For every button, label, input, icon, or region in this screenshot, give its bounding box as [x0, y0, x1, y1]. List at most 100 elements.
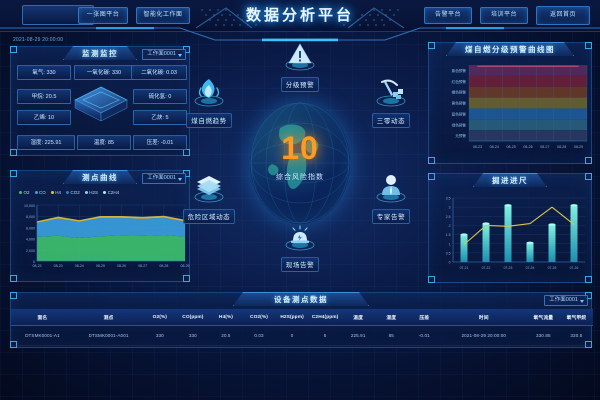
- device-data-table: 面名 测点 O2(%) CO(ppm) H4(%) CO2(%) H2S(ppm) C2H4(…: [11, 309, 593, 346]
- svg-text:07-25: 07-25: [548, 266, 557, 270]
- gas-value: 225.91: [44, 140, 62, 146]
- legend-item: H2S: [84, 190, 99, 195]
- monitor-workface-select[interactable]: 工作面0001: [142, 49, 186, 60]
- table-cell: 225.91: [350, 333, 366, 338]
- svg-text:08-27: 08-27: [138, 264, 147, 268]
- legend-dot-icon: [66, 191, 70, 194]
- svg-text:08-27: 08-27: [540, 145, 549, 149]
- table-cell: 0: [290, 333, 294, 338]
- hub-node-label: 分级预警: [280, 76, 320, 92]
- nav-button-alarm-platform[interactable]: 告警平台: [424, 7, 472, 24]
- svg-text:07-23: 07-23: [504, 266, 513, 270]
- table-cell: DTSMK0001-A001: [88, 333, 129, 338]
- table-cell: 330: [155, 333, 164, 338]
- legend-item: CO: [34, 190, 46, 195]
- gas-reading-ch4: 甲烷: 20.5: [17, 89, 71, 104]
- corner-mark: [428, 276, 435, 283]
- monitor-timestamp: 2021-08-29 20:00:00: [13, 37, 64, 43]
- gas-reading-h2s: 硫化氢: 0: [133, 89, 187, 104]
- tunneling-footage-panel: 掘进进尺 0 0.5 1 1.5 2 2.5 3 3.5 07-21 07-22 07-23 07-2…: [428, 173, 592, 283]
- app-header: 数据分析平台 一张图平台 智能化工作面 告警平台 培训平台 返回首页: [0, 0, 600, 42]
- svg-text:08-28: 08-28: [557, 145, 566, 149]
- svg-text:0: 0: [33, 260, 35, 264]
- table-cell: 330.85: [536, 333, 551, 338]
- hub-node-danger-zone-status[interactable]: 危险区域动态: [178, 172, 240, 224]
- gas-reading-o2-text: 氧气: [32, 70, 44, 76]
- svg-text:3: 3: [449, 206, 451, 210]
- legend-label: H4: [55, 190, 62, 195]
- table-column-header: 测点: [103, 315, 114, 321]
- gas-label: 一氧化碳: [86, 70, 109, 76]
- legend-item: O2: [19, 190, 30, 195]
- corner-mark: [428, 173, 435, 180]
- hub-node-three-zero-status[interactable]: 三零动态: [360, 76, 422, 128]
- hub-node-onsite-alarm[interactable]: 现场告警: [269, 220, 331, 272]
- table-workface-select[interactable]: 工作面0001: [544, 295, 588, 306]
- composite-risk-label: 综合风险指数: [276, 174, 324, 181]
- flame-icon: [189, 76, 229, 108]
- hub-node-expert-alert[interactable]: 专家告警: [360, 172, 422, 224]
- composite-risk-value: 10: [281, 130, 319, 166]
- corner-mark: [585, 42, 592, 49]
- svg-text:08-23: 08-23: [54, 264, 63, 268]
- table-column-header: H2S(ppm): [280, 314, 304, 320]
- legend-dot-icon: [84, 191, 88, 194]
- legend-dot-icon: [50, 191, 54, 194]
- hub-node-label: 现场告警: [280, 256, 320, 272]
- table-column-header: 压差: [419, 315, 430, 321]
- measure-curve-panel-title: 测点曲线: [63, 170, 137, 184]
- corner-mark: [428, 157, 435, 164]
- gas-value: 0: [168, 94, 172, 100]
- nav-button-one-map-platform[interactable]: 一张图平台: [78, 7, 128, 24]
- svg-text:2.5: 2.5: [446, 215, 451, 219]
- gas-label: 二氧化碳: [141, 70, 164, 76]
- svg-text:08-23: 08-23: [473, 145, 482, 149]
- device-data-table-title: 设备测点数据: [233, 292, 369, 306]
- table-cell: 85: [388, 333, 394, 338]
- coal-warning-panel-title: 煤自燃分级预警曲线图: [446, 42, 574, 56]
- nav-button-smart-workface[interactable]: 智能化工作面: [136, 7, 190, 24]
- hub-node-label: 专家告警: [371, 208, 411, 224]
- svg-text:6,000: 6,000: [26, 226, 35, 230]
- gas-reading-o2: 氧气: 330: [17, 65, 71, 80]
- svg-text:08-29: 08-29: [181, 264, 190, 268]
- table-column-header: O2(%): [152, 314, 167, 320]
- monitoring-panel-title: 监测监控: [63, 46, 137, 60]
- nav-button-training-platform[interactable]: 培训平台: [480, 7, 528, 24]
- curve-workface-select[interactable]: 工作面0001: [142, 173, 186, 184]
- gas-label: 温度: [93, 140, 105, 146]
- corner-mark: [428, 42, 435, 49]
- svg-text:3.5: 3.5: [446, 197, 451, 201]
- table-cell: 330.5: [570, 333, 583, 338]
- table-row[interactable]: DTSMK0001-A1 DTSMK0001-A001 330 330 20.5 0.03…: [11, 326, 593, 346]
- svg-text:1.5: 1.5: [446, 233, 451, 237]
- svg-text:绿色预警: 绿色预警: [452, 122, 467, 127]
- legend-label: CO: [39, 190, 46, 195]
- svg-text:8,000: 8,000: [26, 215, 35, 219]
- table-column-header: 温度: [353, 315, 364, 321]
- legend-dot-icon: [19, 191, 22, 194]
- table-cell: 330: [188, 333, 197, 338]
- hub-node-graded-warning[interactable]: 分级预警: [269, 40, 331, 92]
- gas-reading-temperature: 温度: 85: [77, 135, 131, 150]
- legend-label: CO2: [70, 190, 80, 195]
- layers-icon: [189, 172, 229, 204]
- legend-label: H2S: [89, 190, 99, 195]
- gas-value: 5: [165, 115, 169, 121]
- gas-value: 330: [111, 70, 122, 76]
- svg-text:08-28: 08-28: [159, 264, 168, 268]
- hub-node-coal-spontaneous-trend[interactable]: 煤自燃趋势: [178, 76, 240, 128]
- svg-text:无预警: 无预警: [455, 133, 466, 138]
- table-column-header: C2H4(ppm): [311, 314, 339, 320]
- corner-mark: [585, 157, 592, 164]
- table-column-header: 氧气流量: [533, 315, 554, 321]
- table-column-header: 面名: [37, 315, 48, 321]
- svg-text:橙色预警: 橙色预警: [452, 90, 467, 95]
- nav-button-back-home[interactable]: 返回首页: [536, 6, 590, 25]
- corner-mark: [585, 341, 592, 348]
- gas-value: 0.03: [166, 70, 177, 76]
- legend-item: CO2: [66, 190, 80, 195]
- corner-mark: [585, 276, 592, 283]
